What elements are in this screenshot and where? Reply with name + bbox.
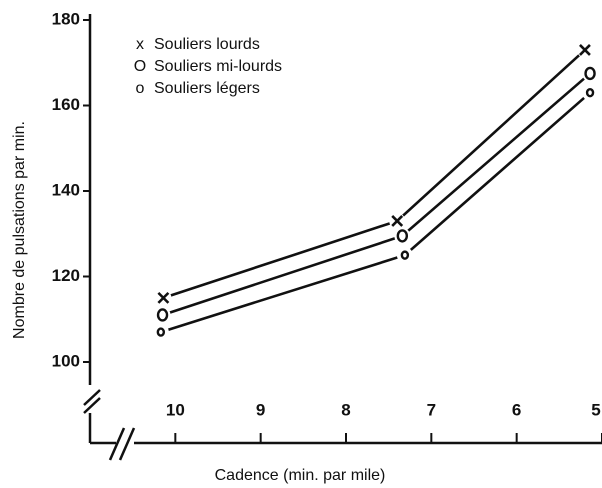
x-tick-label: 10 <box>166 400 185 419</box>
x-axis-label: Cadence (min. par mile) <box>215 467 386 484</box>
y-tick-label: 180 <box>52 9 80 28</box>
legend-marker: O <box>134 58 146 75</box>
y-axis-label: Nombre de pulsations par min. <box>11 121 28 339</box>
marker <box>585 87 595 98</box>
y-tick-label: 100 <box>52 351 80 370</box>
x-tick-label: 7 <box>427 400 436 419</box>
x-tick-label: 9 <box>256 400 265 419</box>
x-tick-label: 5 <box>591 400 600 419</box>
y-tick-label: 120 <box>52 266 80 285</box>
legend-marker: x <box>136 36 144 53</box>
x-tick-label: 6 <box>512 400 521 419</box>
marker <box>396 229 409 243</box>
y-tick-label: 160 <box>52 95 80 114</box>
marker <box>579 44 591 56</box>
axes <box>83 14 602 461</box>
y-break <box>83 397 101 414</box>
x-break <box>108 427 126 461</box>
y-break <box>83 389 101 406</box>
marker <box>157 291 170 304</box>
y-tick-label: 140 <box>52 180 80 199</box>
legend-label: Souliers légers <box>154 80 260 97</box>
marker-halo <box>152 324 169 341</box>
marker-halo <box>396 247 413 264</box>
x-tick-label: 8 <box>341 400 350 419</box>
legend-label: Souliers lourds <box>154 36 260 53</box>
legend-marker: o <box>136 80 145 97</box>
marker <box>391 215 404 227</box>
legend-label: Souliers mi-lourds <box>154 58 282 75</box>
marker <box>400 250 410 260</box>
marker <box>584 66 596 81</box>
marker <box>156 327 166 337</box>
x-break <box>118 427 136 461</box>
series-line <box>162 72 591 317</box>
marker <box>156 308 169 322</box>
marker-halo <box>582 84 599 101</box>
